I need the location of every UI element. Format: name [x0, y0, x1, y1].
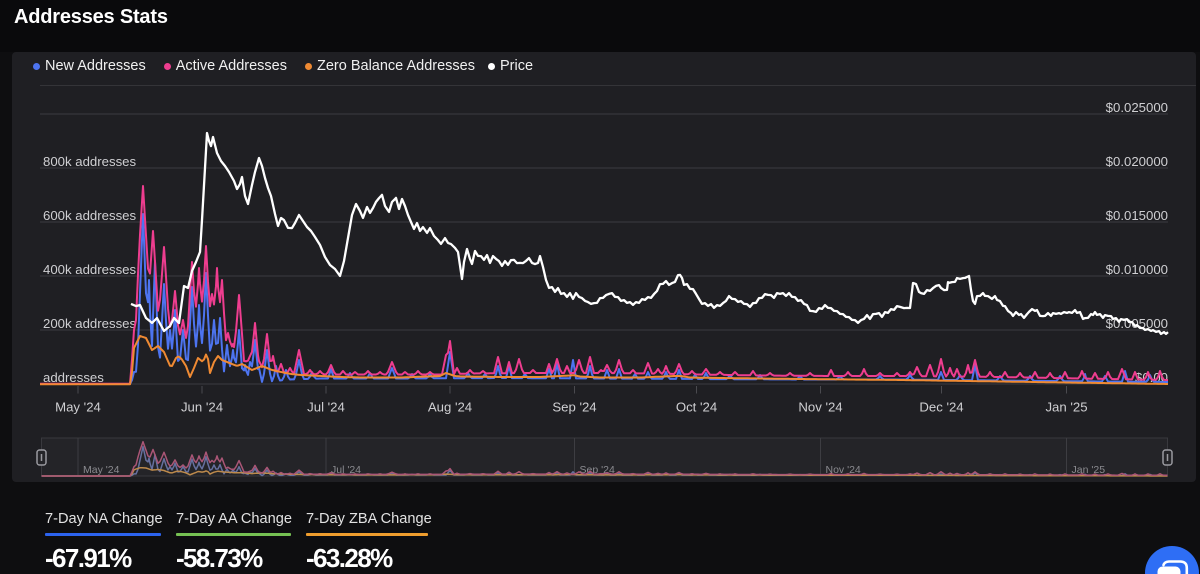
- svg-text:Jan '25: Jan '25: [1045, 400, 1087, 415]
- svg-text:800k addresses: 800k addresses: [43, 154, 137, 169]
- svg-text:Jul '24: Jul '24: [307, 400, 345, 415]
- svg-text:May '24: May '24: [83, 464, 120, 476]
- svg-text:$0.015000: $0.015000: [1106, 208, 1168, 223]
- svg-text:$0.020000: $0.020000: [1106, 154, 1168, 169]
- svg-text:Dec '24: Dec '24: [919, 400, 963, 415]
- svg-text:Jun '24: Jun '24: [181, 400, 223, 415]
- svg-text:addresses: addresses: [43, 370, 104, 385]
- svg-text:200k addresses: 200k addresses: [43, 316, 137, 331]
- svg-text:May '24: May '24: [55, 400, 101, 415]
- svg-text:Nov '24: Nov '24: [798, 400, 842, 415]
- svg-text:Jul '24: Jul '24: [331, 464, 361, 476]
- svg-text:Sep '24: Sep '24: [552, 400, 596, 415]
- svg-text:$0.025000: $0.025000: [1106, 100, 1168, 115]
- svg-text:Aug '24: Aug '24: [428, 400, 472, 415]
- svg-text:400k addresses: 400k addresses: [43, 262, 137, 277]
- svg-text:$0.010000: $0.010000: [1106, 262, 1168, 277]
- svg-text:600k addresses: 600k addresses: [43, 208, 137, 223]
- svg-text:Jan '25: Jan '25: [1072, 464, 1106, 476]
- svg-text:Nov '24: Nov '24: [826, 464, 861, 476]
- svg-text:Oct '24: Oct '24: [676, 400, 717, 415]
